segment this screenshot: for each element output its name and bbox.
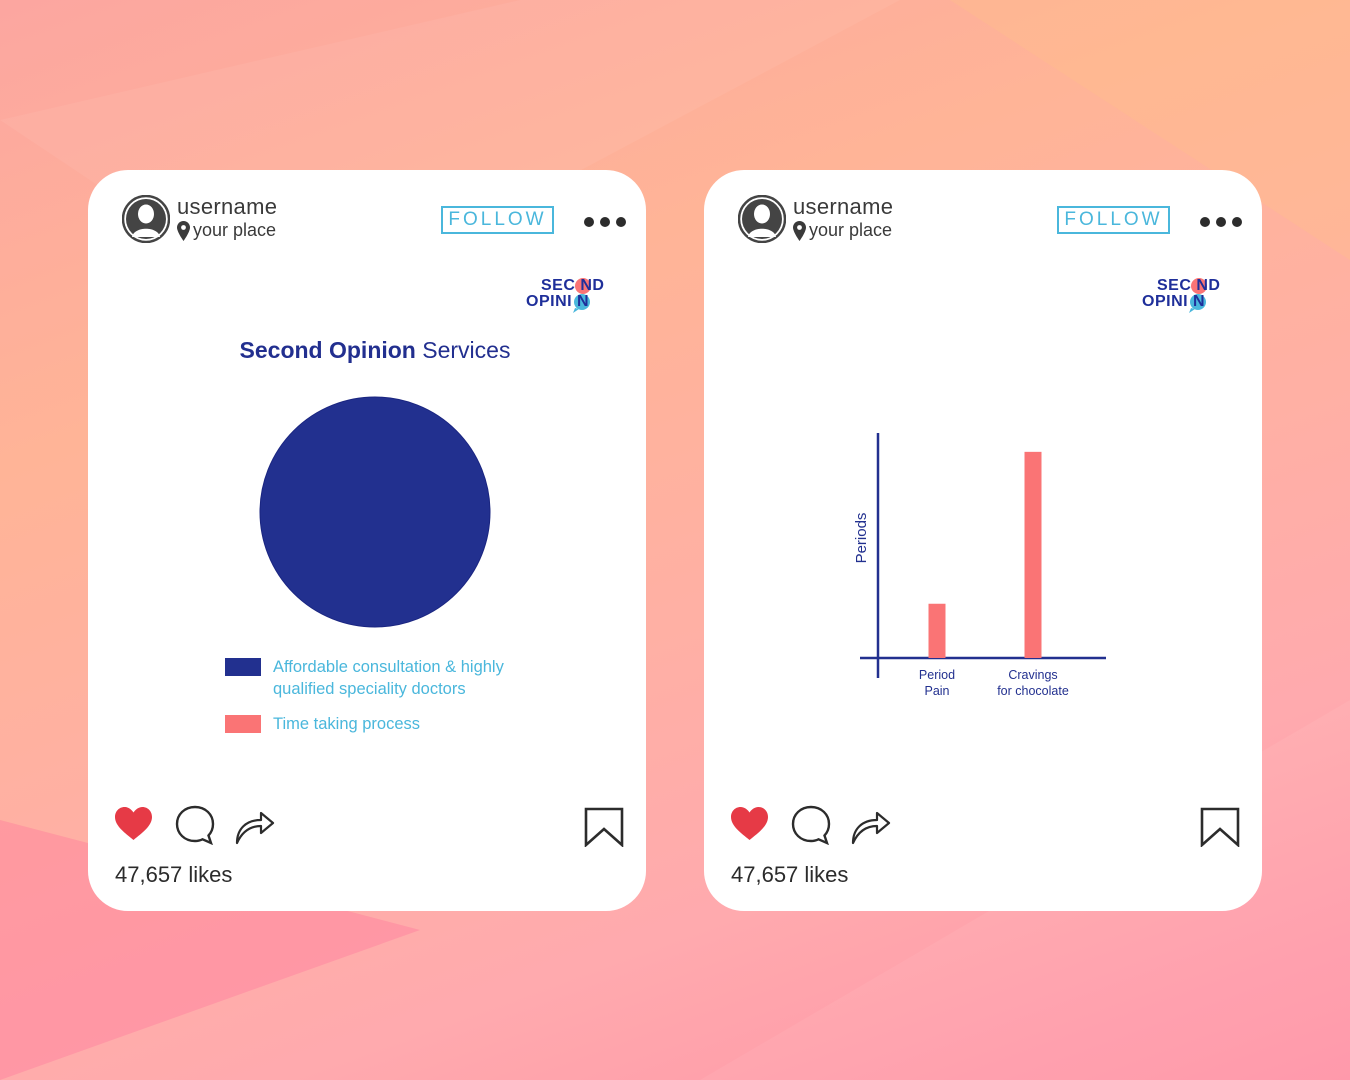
more-options-icon[interactable]: [584, 217, 626, 227]
pie-slice: [259, 396, 491, 628]
post-card-pie: username your place FOLLOW SEC ND OPINI …: [88, 170, 646, 911]
legend-label: Affordable consultation & highly qualifi…: [273, 658, 504, 698]
follow-button[interactable]: FOLLOW: [441, 206, 554, 234]
bookmark-icon[interactable]: [584, 807, 624, 847]
username[interactable]: username: [793, 194, 894, 219]
legend-swatch-navy: [225, 658, 261, 676]
brand-logo: SEC ND OPINI N: [526, 275, 622, 317]
location[interactable]: your place: [793, 220, 892, 241]
more-options-icon[interactable]: [1200, 217, 1242, 227]
bar-chart: Periods Period Pain Cravings for chocolate: [853, 433, 1106, 698]
location-label: your place: [193, 220, 277, 240]
y-axis-label: Periods: [853, 513, 870, 564]
action-bar: [88, 803, 646, 853]
legend-item-time: Time taking process: [225, 713, 543, 735]
logo-bubbles: [573, 278, 591, 313]
title-bold: Second Opinion: [239, 337, 416, 363]
logo-bubbles: [1189, 278, 1207, 313]
heart-icon[interactable]: [115, 807, 152, 841]
chart-title: Second Opinion Services: [88, 337, 662, 364]
location-label: your place: [809, 220, 893, 240]
x-tick-label: for chocolate: [997, 684, 1069, 698]
comment-icon[interactable]: [175, 805, 215, 845]
comment-icon[interactable]: [791, 805, 831, 845]
heart-icon[interactable]: [731, 807, 768, 841]
action-bar: [704, 803, 1262, 853]
bar: [1024, 451, 1042, 658]
logo-line-2: OPINI N: [526, 293, 590, 310]
pie-chart: [259, 396, 491, 628]
brand-logo: SEC ND OPINI N: [1142, 275, 1238, 317]
x-tick-label: Pain: [924, 684, 949, 698]
legend-label: Time taking process: [273, 715, 421, 733]
follow-button[interactable]: FOLLOW: [1057, 206, 1170, 234]
post-card-bar: username your place FOLLOW SEC ND OPINI …: [704, 170, 1262, 911]
username[interactable]: username: [177, 194, 278, 219]
share-icon[interactable]: [234, 805, 276, 845]
location-pin-icon: [793, 220, 806, 241]
bookmark-icon[interactable]: [1200, 807, 1240, 847]
x-tick-label: Cravings: [1008, 668, 1057, 682]
bar: [928, 603, 946, 658]
legend-item-affordable: Affordable consultation & highly qualifi…: [225, 656, 543, 700]
logo-line-1: SEC ND: [541, 277, 605, 294]
logo-line-1: SEC ND: [1157, 277, 1221, 294]
location-pin-icon: [177, 220, 190, 241]
legend-swatch-coral: [225, 715, 261, 733]
location[interactable]: your place: [177, 220, 276, 241]
user-avatar-icon[interactable]: [738, 195, 786, 243]
share-icon[interactable]: [850, 805, 892, 845]
logo-line-2: OPINI N: [1142, 293, 1206, 310]
likes-count: 47,657 likes: [115, 862, 233, 887]
title-light: Services: [422, 337, 511, 363]
user-avatar-icon[interactable]: [122, 195, 170, 243]
likes-count: 47,657 likes: [731, 862, 849, 887]
x-tick-label: Period: [919, 668, 955, 682]
